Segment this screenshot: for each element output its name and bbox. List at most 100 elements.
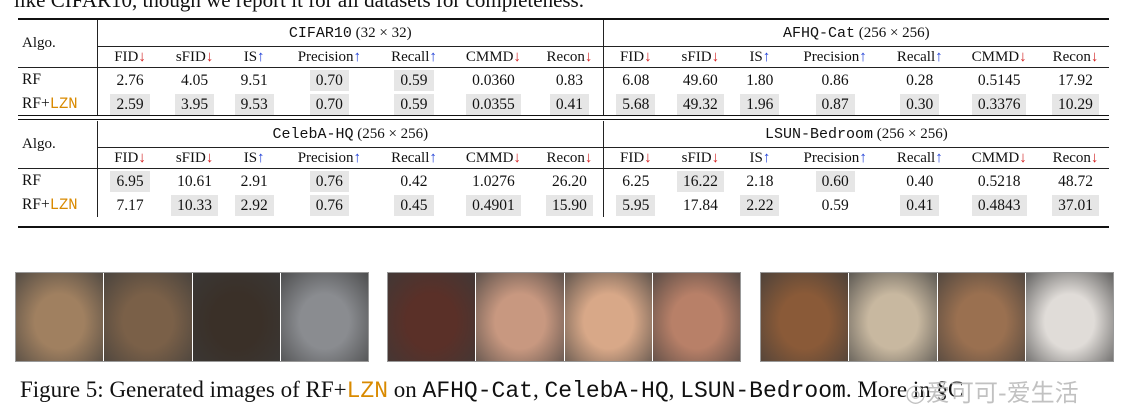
table-row: RF 2.76 4.05 9.51 0.70 0.59 0.0360 0.83 6.08 49.6…: [18, 67, 1109, 93]
metric-value-text: 6.08: [622, 71, 650, 89]
metric-name: FID: [114, 149, 139, 166]
metric-value-text: 37.01: [1052, 194, 1099, 216]
metric-name: CMMD: [465, 48, 514, 65]
metric-arrow: ↑: [935, 149, 943, 166]
dataset-header: LSUN-Bedroom (256 × 256): [602, 121, 1109, 148]
metric-value-text: 10.29: [1052, 93, 1099, 115]
metric-arrow: ↑: [935, 48, 943, 65]
metric-name: Precision: [297, 48, 354, 65]
metric-value-text: 16.22: [676, 170, 724, 192]
algo-base: RF+: [22, 196, 50, 213]
metric-value: 2.91: [227, 169, 281, 194]
metric-name: Recall: [391, 149, 430, 166]
metric-arrow: ↑: [429, 48, 437, 65]
metric-value: 0.5145: [956, 68, 1042, 93]
bedroom-images: [760, 272, 1114, 362]
metric-value-text: 0.3376: [971, 93, 1027, 115]
metric-value: 0.3376: [956, 92, 1042, 116]
metric-value-text: 0.30: [900, 93, 940, 115]
table-row: RF+LZN 2.59 3.95 9.53 0.70 0.59 0.0355 0.41 5.68…: [18, 92, 1109, 116]
bedroom-image: [1024, 273, 1113, 361]
metric-value-text: 9.51: [240, 71, 268, 89]
metric-value-text: 9.53: [234, 93, 274, 115]
metric-value: 0.59: [377, 92, 450, 116]
metric-arrow: ↓: [513, 149, 521, 166]
metric-value-text: 0.41: [900, 194, 940, 216]
metric-value-text: 0.76: [309, 170, 349, 192]
metric-value-text: 0.42: [400, 172, 428, 190]
metric-value-text: 15.90: [546, 194, 593, 216]
metric-value: 26.20: [536, 169, 603, 194]
algo-name: RF+LZN: [18, 193, 98, 217]
metric-value-text: 0.28: [906, 71, 934, 89]
metric-arrow: ↓: [138, 48, 146, 65]
metric-arrow: ↑: [257, 48, 265, 65]
metric-value: 49.60: [668, 68, 733, 93]
metric-arrow: ↓: [138, 149, 146, 166]
metric-name: Recall: [896, 48, 936, 65]
metric-value: 0.59: [377, 68, 450, 93]
metric-value: 37.01: [1042, 193, 1109, 217]
results-table-2: Algo. CelebA-HQ (256 × 256) LSUN-Bedroom (…: [18, 121, 1109, 217]
metric-value-text: 10.33: [171, 194, 219, 216]
metric-value: 0.45: [377, 193, 450, 217]
metric-name: IS: [749, 149, 763, 166]
metric-header: FID↓: [602, 147, 668, 169]
metric-value: 9.53: [227, 92, 281, 116]
bedroom-image: [936, 273, 1025, 361]
metric-name: Precision: [803, 149, 860, 166]
metric-header: Precision↑: [281, 147, 378, 169]
metric-arrow: ↑: [353, 149, 362, 166]
metric-value: 2.59: [97, 92, 162, 116]
metric-value-text: 17.92: [1058, 71, 1093, 89]
metric-header: FID↓: [97, 46, 163, 68]
metric-arrow: ↓: [711, 149, 720, 166]
metric-header: Recall↑: [883, 147, 957, 169]
dataset-resolution: (32 × 32): [351, 24, 412, 41]
metric-name: Precision: [803, 48, 860, 65]
metric-value-text: 0.60: [815, 170, 855, 192]
metric-value-text: 0.41: [549, 93, 589, 115]
dataset-resolution: (256 × 256): [873, 125, 948, 142]
metric-value: 0.4843: [956, 193, 1042, 217]
algo-base: RF+: [22, 95, 50, 112]
face-images: [387, 272, 741, 362]
metric-arrow: ↓: [1019, 48, 1027, 65]
metric-value: 15.90: [536, 193, 603, 217]
table-2-bottom-rule: [18, 226, 1109, 228]
metric-value-text: 0.4901: [466, 194, 521, 216]
metric-header: Precision↑: [787, 147, 884, 169]
metric-header: Recall↑: [377, 46, 451, 68]
metric-name: FID: [620, 149, 645, 166]
metric-name: sFID: [681, 48, 712, 65]
metric-value-text: 0.59: [394, 69, 434, 91]
metric-value-text: 0.83: [555, 71, 583, 89]
metric-value-text: 26.20: [552, 172, 587, 190]
metric-value: 0.28: [883, 68, 956, 93]
bedroom-image: [761, 273, 849, 361]
metric-name: CMMD: [465, 149, 514, 166]
metric-value-text: 2.91: [240, 172, 268, 190]
metric-value-text: 0.86: [821, 71, 849, 89]
metric-value-text: 48.72: [1058, 172, 1093, 190]
metric-arrow: ↓: [1090, 149, 1099, 166]
cat-images: [15, 272, 369, 362]
metric-value-text: 0.70: [309, 69, 349, 91]
dataset-resolution: (256 × 256): [353, 125, 429, 142]
metric-name: IS: [243, 48, 258, 65]
metric-value: 5.68: [602, 92, 668, 116]
metric-value: 9.51: [227, 68, 281, 93]
metric-value-text: 0.0360: [472, 71, 515, 89]
metric-value: 0.4901: [451, 193, 537, 217]
metric-value-text: 0.5218: [977, 172, 1021, 190]
cat-image: [16, 273, 104, 361]
metric-header: Recon↓: [1042, 147, 1109, 169]
metric-header: sFID↓: [162, 147, 227, 169]
metric-name: CMMD: [971, 149, 1020, 166]
metric-name: Precision: [297, 149, 354, 166]
metric-arrow: ↑: [353, 48, 362, 65]
metric-arrow: ↓: [205, 149, 214, 166]
metric-value-text: 3.95: [175, 93, 215, 115]
bedroom-image: [848, 273, 937, 361]
metric-arrow: ↓: [584, 48, 593, 65]
